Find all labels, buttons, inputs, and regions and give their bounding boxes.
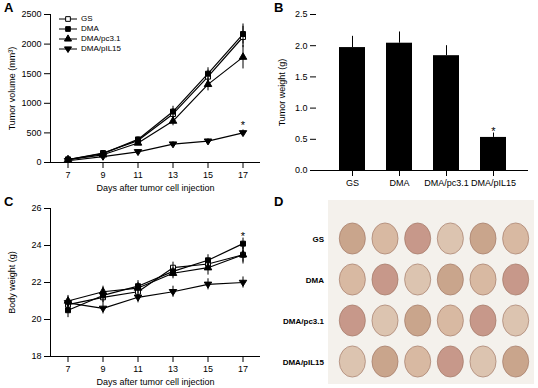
- svg-text:0: 0: [36, 157, 41, 167]
- html-text:C: C: [4, 194, 14, 209]
- html-text:A: A: [4, 0, 14, 15]
- html-text:DMA/pc3.1: DMA/pc3.1: [81, 34, 121, 43]
- svg-text:9: 9: [100, 170, 105, 180]
- svg-text:2500: 2500: [21, 9, 41, 19]
- svg-text:Body weight (g): Body weight (g): [7, 251, 17, 314]
- svg-text:1500: 1500: [21, 69, 41, 79]
- svg-text:GS: GS: [312, 235, 324, 244]
- html-text:GS: GS: [81, 14, 93, 23]
- svg-text:DMA/pIL15: DMA/pIL15: [471, 178, 516, 188]
- svg-text:26: 26: [31, 203, 41, 213]
- svg-text:15: 15: [203, 364, 213, 374]
- svg-text:Days after tumor cell injectio: Days after tumor cell injection: [96, 377, 214, 387]
- svg-text:17: 17: [238, 170, 248, 180]
- svg-text:17: 17: [238, 364, 248, 374]
- svg-text:Tumor weight (g): Tumor weight (g): [277, 59, 287, 127]
- svg-text:13: 13: [168, 364, 178, 374]
- svg-text:24: 24: [31, 240, 41, 250]
- svg-text:*: *: [241, 119, 246, 131]
- svg-text:9: 9: [100, 364, 105, 374]
- svg-text:22: 22: [31, 277, 41, 287]
- svg-text:0.0: 0.0: [295, 165, 308, 175]
- svg-text:1000: 1000: [21, 98, 41, 108]
- svg-text:7: 7: [65, 170, 70, 180]
- svg-text:DMA/pIL15: DMA/pIL15: [283, 358, 325, 367]
- svg-text:Tumor volume (mm³): Tumor volume (mm³): [7, 47, 17, 131]
- svg-text:DMA: DMA: [306, 276, 324, 285]
- svg-text:20: 20: [31, 314, 41, 324]
- svg-text:*: *: [241, 230, 246, 242]
- svg-text:DMA: DMA: [390, 178, 410, 188]
- html-text:B: B: [274, 0, 284, 15]
- svg-text:GS: GS: [346, 178, 359, 188]
- html-text:DMA: DMA: [81, 24, 99, 33]
- svg-text:1.5: 1.5: [295, 72, 308, 82]
- html-text:DMA/pIL15: DMA/pIL15: [81, 44, 121, 53]
- svg-text:18: 18: [31, 351, 41, 361]
- svg-text:2.0: 2.0: [295, 41, 308, 51]
- svg-text:11: 11: [133, 364, 142, 374]
- svg-text:DMA/pc3.1: DMA/pc3.1: [283, 317, 324, 326]
- svg-text:DMA/pc3.1: DMA/pc3.1: [424, 178, 469, 188]
- svg-text:2.5: 2.5: [295, 9, 308, 19]
- svg-text:7: 7: [65, 364, 70, 374]
- svg-text:500: 500: [26, 128, 41, 138]
- svg-text:Days after tumor cell injectio: Days after tumor cell injection: [96, 183, 214, 193]
- svg-text:13: 13: [168, 170, 178, 180]
- svg-text:11: 11: [133, 170, 142, 180]
- svg-text:2000: 2000: [21, 39, 41, 49]
- svg-text:0.5: 0.5: [295, 134, 308, 144]
- html-text:D: D: [274, 194, 284, 209]
- svg-text:*: *: [491, 125, 496, 137]
- svg-text:1.0: 1.0: [295, 103, 308, 113]
- svg-text:15: 15: [203, 170, 213, 180]
